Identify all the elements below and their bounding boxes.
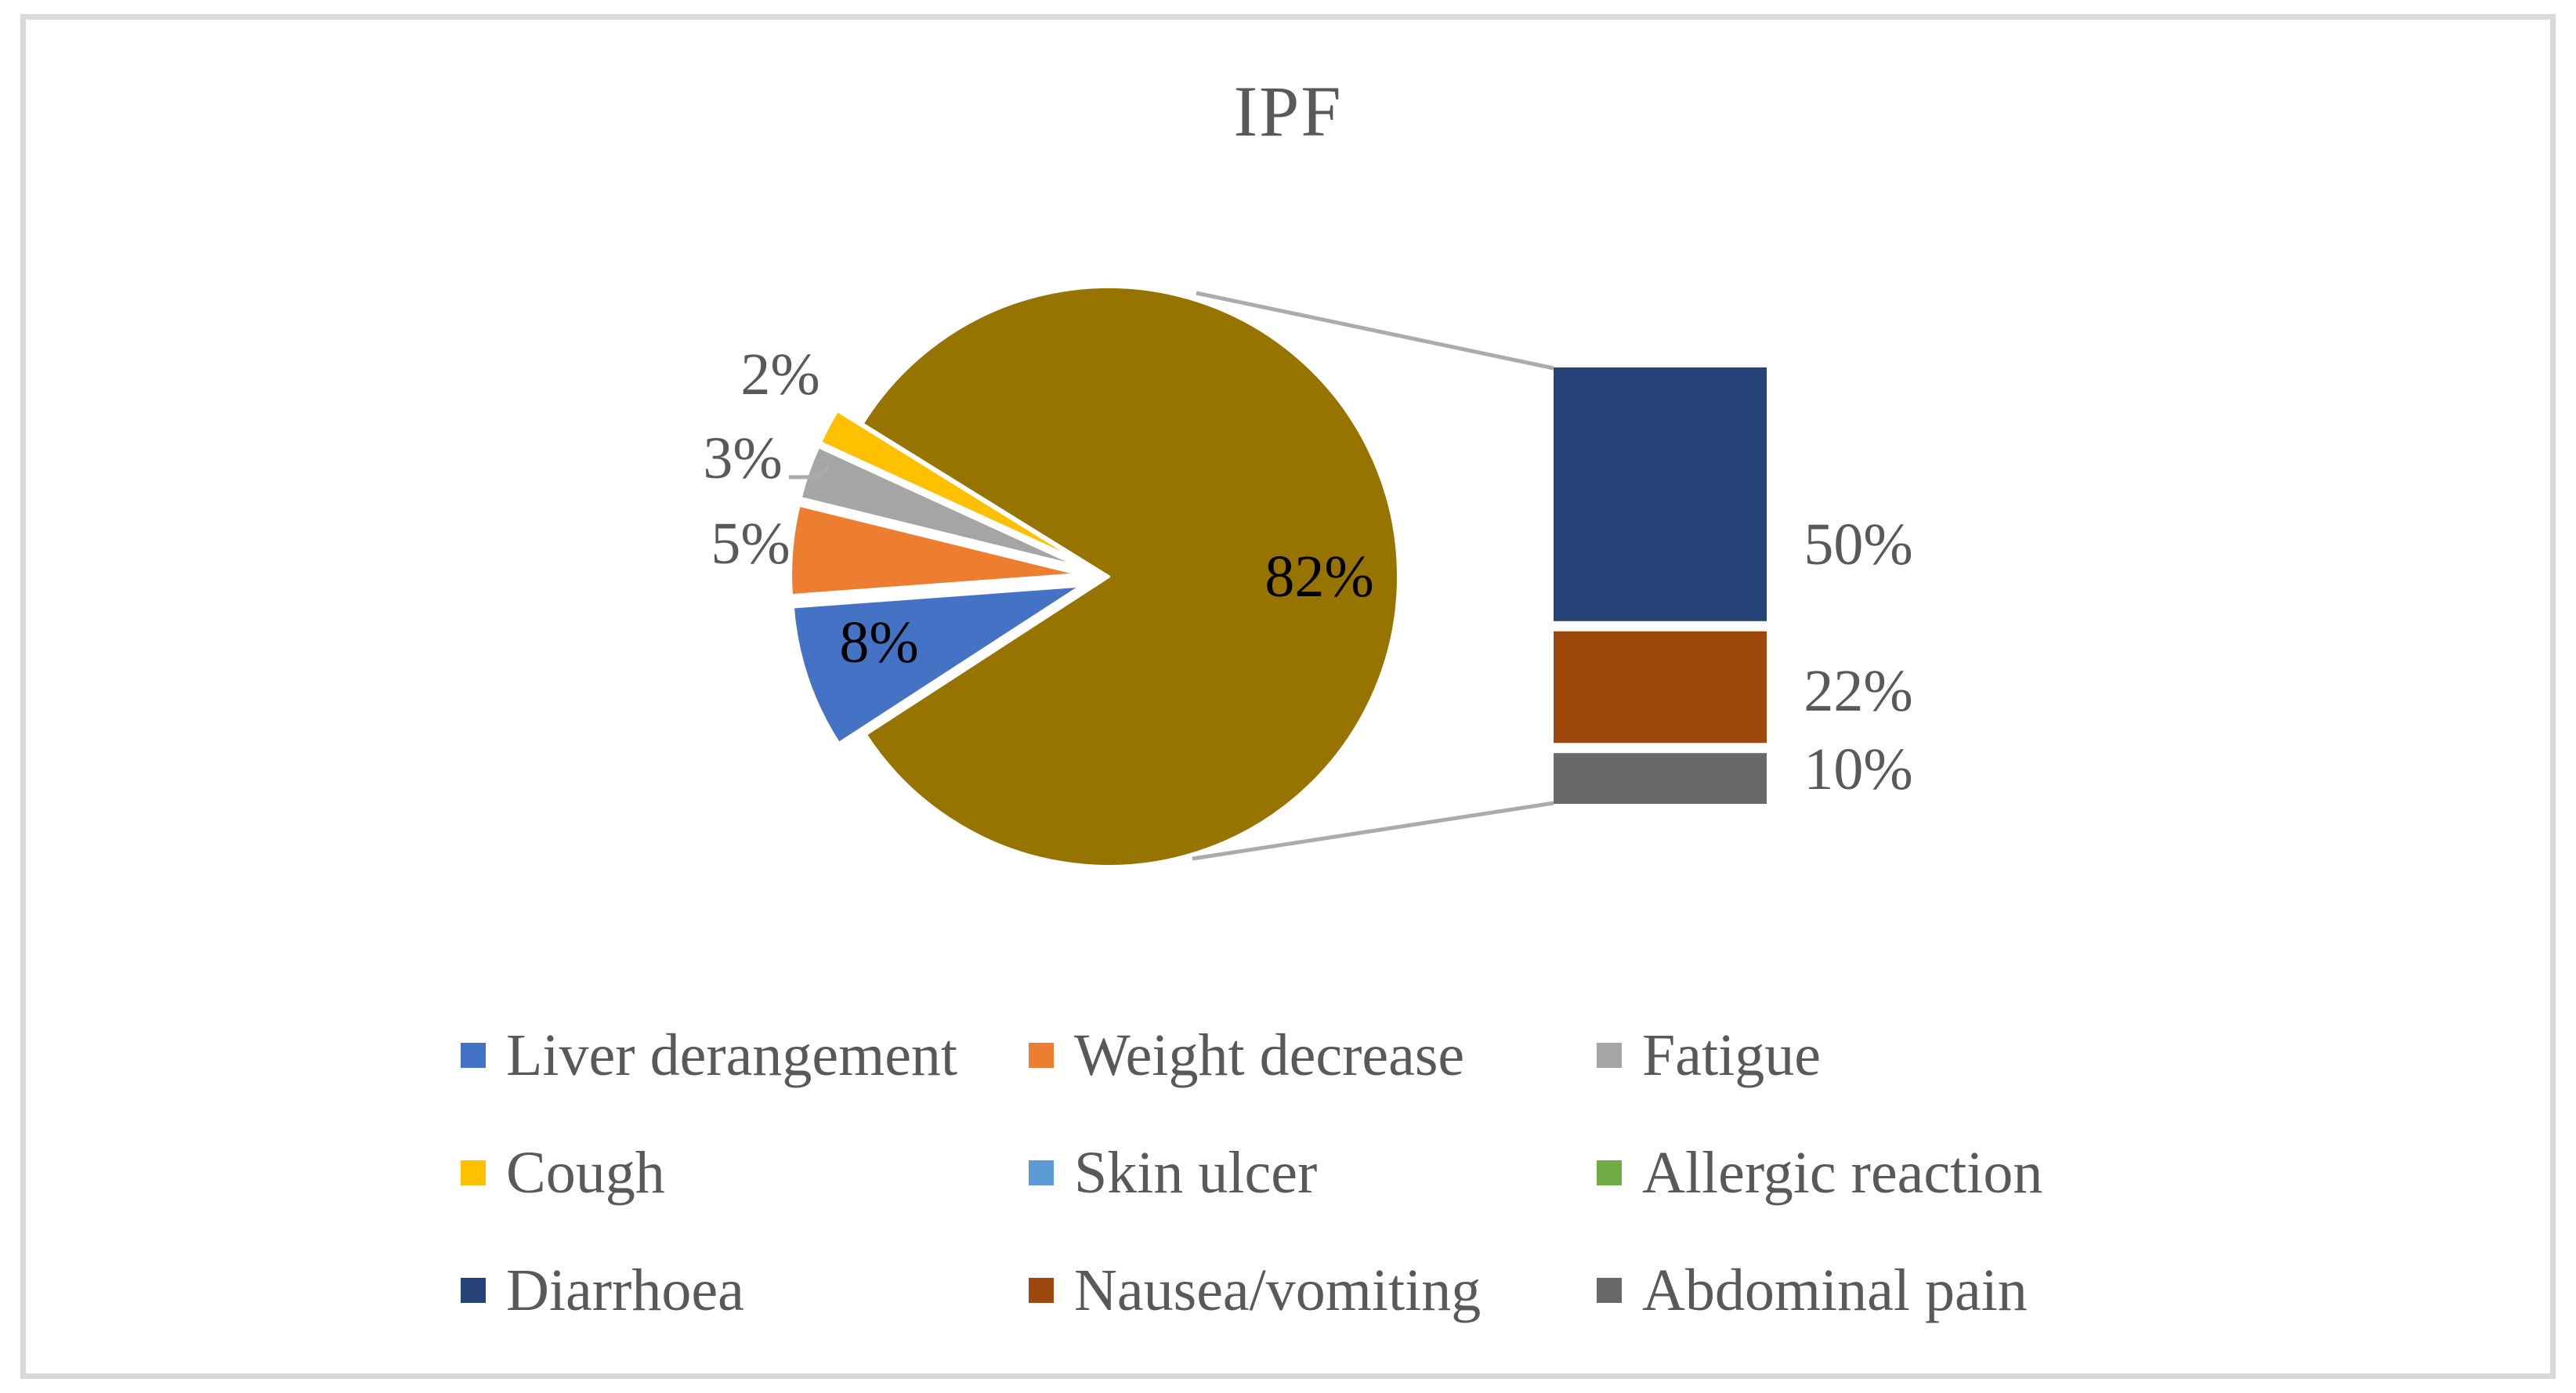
legend-label-abdominal-pain: Abdominal pain <box>1642 1257 2028 1323</box>
legend-marker-cough <box>461 1160 486 1185</box>
legend-item-weight-decrease: Weight decrease <box>1029 1026 1597 1085</box>
legend-item-liver-derangement: Liver derangement <box>461 1026 1029 1085</box>
bar-segment-diarrhoea <box>1554 367 1767 621</box>
legend-label-fatigue: Fatigue <box>1642 1022 1821 1088</box>
legend-label-nausea-vomiting: Nausea/vomiting <box>1074 1257 1482 1323</box>
pie-slice-fatigue <box>798 445 1084 570</box>
bar-segment-nausea-vomiting <box>1554 631 1767 744</box>
pie-label-liver-derangement: 8% <box>839 610 919 675</box>
legend-item-skin-ulcer: Skin ulcer <box>1029 1143 1597 1203</box>
legend-label-skin-ulcer: Skin ulcer <box>1074 1140 1318 1206</box>
legend-label-weight-decrease: Weight decrease <box>1074 1022 1465 1088</box>
legend-marker-nausea-vomiting <box>1029 1278 1054 1303</box>
pie-label-fatigue: 3% <box>703 425 783 491</box>
pie-label-weight-decrease: 5% <box>711 511 791 577</box>
legend-item-cough: Cough <box>461 1143 1029 1203</box>
legend-item-diarrhoea: Diarrhoea <box>461 1261 1029 1320</box>
legend-marker-abdominal-pain <box>1597 1278 1622 1303</box>
series-line-bottom <box>1192 801 1554 861</box>
legend-label-allergic-reaction: Allergic reaction <box>1642 1140 2043 1206</box>
pie-label-other: 82% <box>1264 544 1374 610</box>
bar-label-diarrhoea: 50% <box>1804 512 1913 577</box>
bar-segment-abdominal-pain <box>1554 753 1767 804</box>
bar-label-nausea-vomiting: 22% <box>1804 658 1913 724</box>
legend-item-abdominal-pain: Abdominal pain <box>1597 1261 2357 1320</box>
bar-label-abdominal-pain: 10% <box>1804 736 1913 802</box>
leader-line-fatigue <box>789 465 830 479</box>
pie-slice-liver-derangement <box>791 584 1084 745</box>
pie-slice-other-group <box>860 285 1400 868</box>
chart-title: IPF <box>1233 71 1343 151</box>
legend-marker-weight-decrease <box>1029 1043 1054 1068</box>
legend-marker-allergic-reaction <box>1597 1160 1622 1185</box>
legend-marker-fatigue <box>1597 1043 1622 1068</box>
legend-marker-skin-ulcer <box>1029 1160 1054 1185</box>
pie-slice-cough <box>818 409 1086 565</box>
legend-label-cough: Cough <box>506 1140 665 1206</box>
series-line-top <box>1196 291 1554 371</box>
legend-label-liver-derangement: Liver derangement <box>506 1022 958 1088</box>
legend-marker-liver-derangement <box>461 1043 486 1068</box>
legend: Liver derangement Weight decrease Fatigu… <box>461 997 2357 1349</box>
legend-item-allergic-reaction: Allergic reaction <box>1597 1143 2357 1203</box>
legend-item-fatigue: Fatigue <box>1597 1026 2357 1085</box>
pie-slice-weight-decrease <box>789 503 1083 598</box>
legend-marker-diarrhoea <box>461 1278 486 1303</box>
legend-item-nausea-vomiting: Nausea/vomiting <box>1029 1261 1597 1320</box>
pie-label-cough: 2% <box>740 342 820 407</box>
legend-label-diarrhoea: Diarrhoea <box>506 1257 744 1323</box>
